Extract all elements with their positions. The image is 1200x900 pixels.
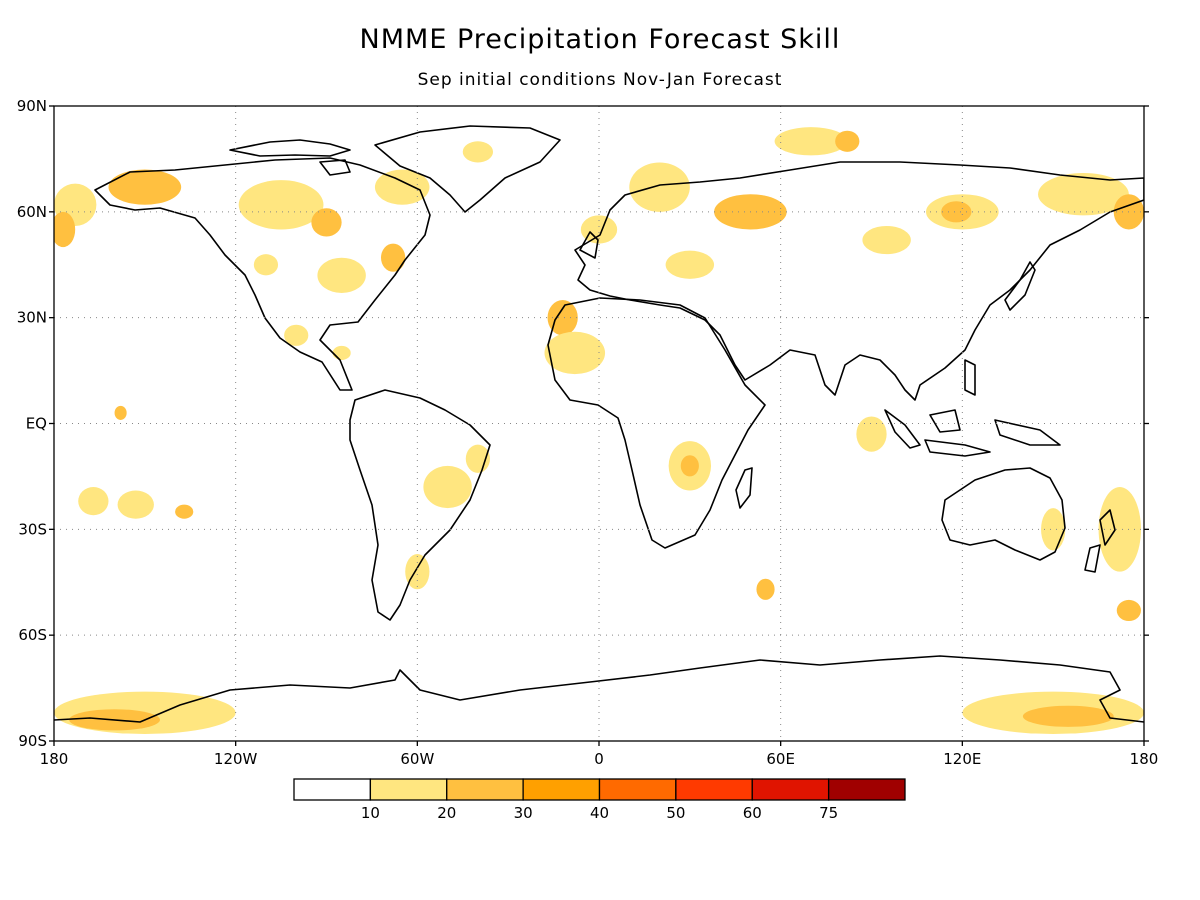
coastline-new-zealand	[1084, 509, 1116, 573]
skill-region-37	[1098, 486, 1141, 572]
skill-region-8	[374, 169, 430, 205]
coastline-africa	[547, 297, 766, 549]
coastline-maritime-se-asia	[884, 359, 1061, 457]
skill-region-17	[405, 554, 430, 590]
coastline-australia	[941, 467, 1066, 561]
lon-tick-label: 120E	[943, 750, 981, 768]
colorbar-bin	[369, 778, 448, 801]
colorbar-label: 60	[743, 804, 762, 822]
skill-region-13	[78, 487, 109, 516]
coastline-antarctica	[54, 655, 1144, 723]
skill-region-12	[114, 405, 127, 420]
colorbar-bin	[675, 778, 753, 801]
colorbar-label: 40	[590, 804, 609, 822]
lat-tick-label: 60N	[17, 203, 47, 221]
skill-region-7	[381, 243, 406, 272]
colorbar-bin	[446, 778, 524, 801]
skill-region-42	[1022, 705, 1114, 727]
skill-region-10	[284, 324, 309, 346]
skill-region-9	[462, 141, 494, 163]
lat-tick-label: EQ	[26, 415, 47, 433]
skill-region-6	[317, 257, 366, 293]
coastline-eurasia	[574, 161, 1144, 401]
skill-region-19	[547, 300, 578, 336]
lon-tick-label: 0	[594, 750, 604, 768]
lon-tick-label: 60E	[766, 750, 795, 768]
skill-region-15	[175, 504, 194, 519]
skill-region-20	[544, 331, 606, 375]
coastline-japan	[1004, 261, 1036, 311]
map-title: NMME Precipitation Forecast Skill	[359, 24, 841, 55]
skill-region-30	[1038, 173, 1129, 216]
colorbar: 10 20 30 40 50 60 75	[293, 778, 906, 822]
colorbar-bin	[598, 778, 677, 801]
lat-tick-label: 60S	[18, 626, 47, 644]
skill-region-35	[856, 416, 887, 452]
coastline-madagascar	[735, 467, 753, 509]
colorbar-label: 20	[437, 804, 456, 822]
coastline-layer	[54, 125, 1144, 723]
skill-region-26	[835, 130, 860, 152]
skill-region-24	[665, 250, 715, 279]
skill-region-11	[332, 345, 351, 361]
lat-tick-label: 30S	[18, 520, 47, 538]
skill-shading-layer	[54, 127, 1144, 734]
colorbar-bin	[522, 778, 601, 801]
skill-region-28	[941, 201, 972, 223]
skill-region-3	[238, 180, 324, 230]
coastline-south-america	[349, 389, 491, 621]
skill-region-2	[108, 169, 182, 205]
skill-region-4	[311, 208, 342, 237]
skill-region-38	[1116, 599, 1141, 622]
colorbar-label: 10	[361, 804, 380, 822]
colorbar-bin	[751, 778, 830, 801]
skill-region-5	[253, 254, 279, 276]
coastline-arctic-islands	[229, 139, 351, 176]
skill-region-16	[423, 465, 472, 509]
map-subtitle: Sep initial conditions Nov-Jan Forecast	[417, 70, 783, 90]
lat-tick-label: 90N	[17, 97, 47, 115]
colorbar-label: 30	[514, 804, 533, 822]
lon-tick-label: 180	[40, 750, 69, 768]
coastline-uk	[579, 231, 599, 259]
skill-region-21	[580, 215, 618, 244]
skill-region-25	[774, 127, 848, 156]
colorbar-bin	[293, 778, 372, 801]
lon-tick-label: 180	[1130, 750, 1159, 768]
lon-tick-label: 60W	[400, 750, 434, 768]
colorbar-label: 75	[819, 804, 838, 822]
lat-tick-label: 90S	[18, 732, 47, 750]
skill-region-14	[117, 490, 154, 519]
colorbar-bin	[827, 778, 906, 801]
skill-region-33	[680, 455, 699, 477]
skill-region-22	[629, 162, 690, 212]
lon-tick-label: 120W	[214, 750, 258, 768]
skill-region-34	[756, 578, 775, 600]
lat-tick-label: 30N	[17, 309, 47, 327]
coastline-greenland	[374, 125, 561, 213]
skill-region-29	[862, 225, 911, 255]
colorbar-label: 50	[666, 804, 685, 822]
skill-region-1	[54, 211, 76, 248]
